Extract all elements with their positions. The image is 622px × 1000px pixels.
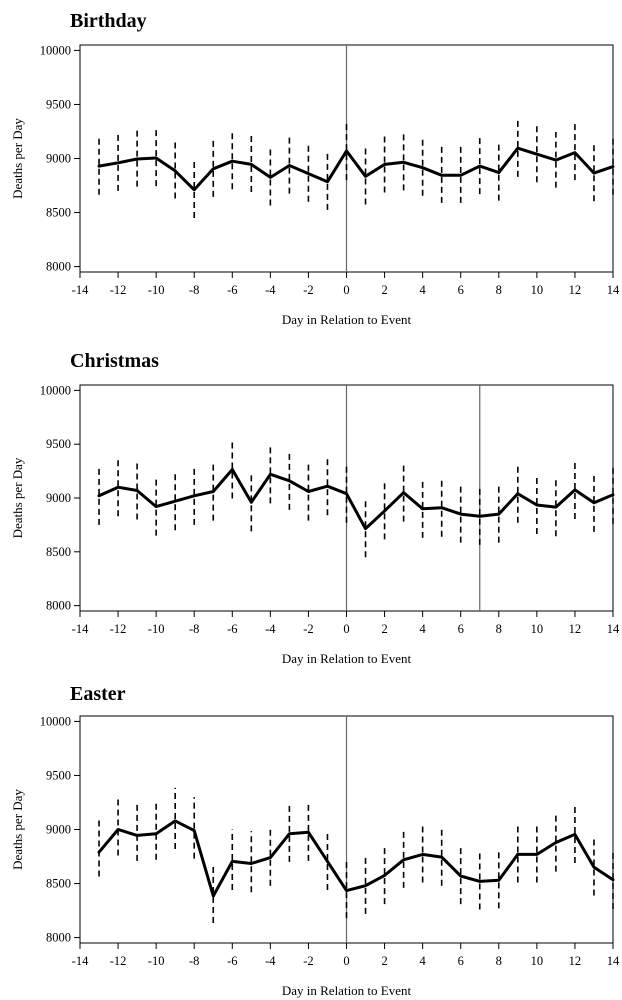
y-tick-label: 8500: [46, 206, 71, 220]
x-tick-label: 12: [569, 622, 582, 636]
x-tick-label: -6: [227, 283, 237, 297]
x-tick-label: 4: [420, 283, 427, 297]
x-tick-label: 0: [343, 954, 349, 968]
series-line: [97, 819, 615, 898]
x-tick-label: -6: [227, 954, 237, 968]
chart-panel-1: Christmas -14 -12 -10 -8 -6 -4 -2 0 2 4 6 8 10 12 14 800…: [10, 350, 620, 666]
x-tick-label: 4: [420, 622, 427, 636]
x-tick-label: 2: [381, 283, 387, 297]
x-tick-label: 8: [496, 283, 502, 297]
x-tick-label: 8: [496, 622, 502, 636]
y-tick-label: 9500: [46, 768, 71, 782]
x-tick-label: 4: [420, 954, 427, 968]
y-axis-label: Deaths per Day: [10, 789, 25, 870]
y-axis-label: Deaths per Day: [10, 118, 25, 199]
y-axis-label: Deaths per Day: [10, 457, 25, 538]
y-tick-label: 9500: [46, 437, 71, 451]
y-tick-label: 9500: [46, 97, 71, 111]
series-line: [97, 468, 615, 531]
y-tick-label: 8000: [46, 599, 71, 613]
x-tick-label: -8: [189, 622, 199, 636]
x-tick-label: -10: [148, 283, 165, 297]
x-tick-label: 14: [607, 622, 620, 636]
x-axis-label: Day in Relation to Event: [282, 651, 412, 666]
x-axis-label: Day in Relation to Event: [282, 312, 412, 327]
x-tick-label: 14: [607, 283, 620, 297]
y-tick-label: 8500: [46, 877, 71, 891]
x-tick-label: -8: [189, 283, 199, 297]
panel-title: Christmas: [70, 350, 159, 372]
x-tick-label: 6: [458, 283, 464, 297]
x-tick-label: 12: [569, 954, 582, 968]
x-tick-label: -14: [72, 954, 89, 968]
x-tick-label: 14: [607, 954, 620, 968]
x-tick-label: 8: [496, 954, 502, 968]
y-tick-label: 10000: [40, 714, 71, 728]
x-tick-label: -2: [303, 283, 313, 297]
panel-title: Birthday: [70, 10, 147, 32]
panel-title: Easter: [70, 683, 126, 705]
x-tick-label: 10: [531, 954, 544, 968]
x-tick-label: -2: [303, 954, 313, 968]
y-tick-label: 9000: [46, 152, 71, 166]
x-tick-label: -8: [189, 954, 199, 968]
x-tick-label: -10: [148, 954, 165, 968]
y-tick-label: 9000: [46, 491, 71, 505]
x-tick-label: -12: [110, 283, 127, 297]
x-tick-label: 6: [458, 954, 464, 968]
chart-panel-2: Easter -14 -12 -10 -8 -6 -4 -2 0 2 4 6 8 10 12 14 8000 85…: [10, 683, 620, 998]
y-tick-label: 10000: [40, 383, 71, 397]
y-tick-label: 8000: [46, 931, 71, 945]
chart-panel-0: Birthday -14 -12 -10 -8 -6 -4 -2 0 2 4 6 8 10 12 14 8000…: [10, 10, 620, 327]
x-tick-label: -14: [72, 622, 89, 636]
x-tick-label: 2: [381, 622, 387, 636]
x-tick-label: -4: [265, 954, 276, 968]
x-tick-label: -10: [148, 622, 165, 636]
x-tick-label: 10: [531, 622, 544, 636]
x-tick-label: 12: [569, 283, 582, 297]
x-tick-label: -14: [72, 283, 89, 297]
y-tick-label: 10000: [40, 43, 71, 57]
x-tick-label: -12: [110, 622, 127, 636]
x-tick-label: 6: [458, 622, 464, 636]
series-line: [97, 146, 615, 192]
x-tick-label: 0: [343, 622, 349, 636]
x-tick-label: -2: [303, 622, 313, 636]
y-tick-label: 8000: [46, 260, 71, 274]
x-tick-label: 2: [381, 954, 387, 968]
x-tick-label: -6: [227, 622, 237, 636]
x-tick-label: -4: [265, 283, 276, 297]
x-tick-label: 0: [343, 283, 349, 297]
x-tick-label: 10: [531, 283, 544, 297]
x-tick-label: -12: [110, 954, 127, 968]
x-tick-label: -4: [265, 622, 276, 636]
x-axis-label: Day in Relation to Event: [282, 983, 412, 998]
y-tick-label: 8500: [46, 545, 71, 559]
y-tick-label: 9000: [46, 823, 71, 837]
